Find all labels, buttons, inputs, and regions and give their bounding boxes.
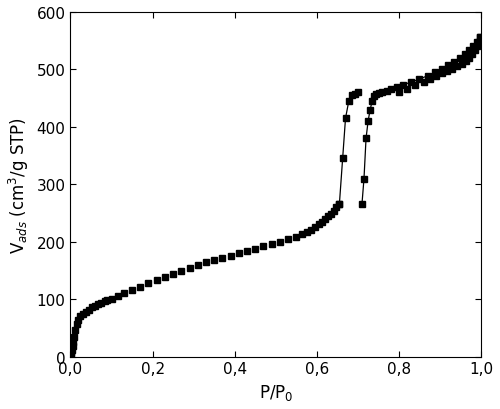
Y-axis label: V$_{ads}$ (cm$^3$/g STP): V$_{ads}$ (cm$^3$/g STP) (7, 117, 31, 253)
X-axis label: P/P$_0$: P/P$_0$ (258, 382, 293, 402)
